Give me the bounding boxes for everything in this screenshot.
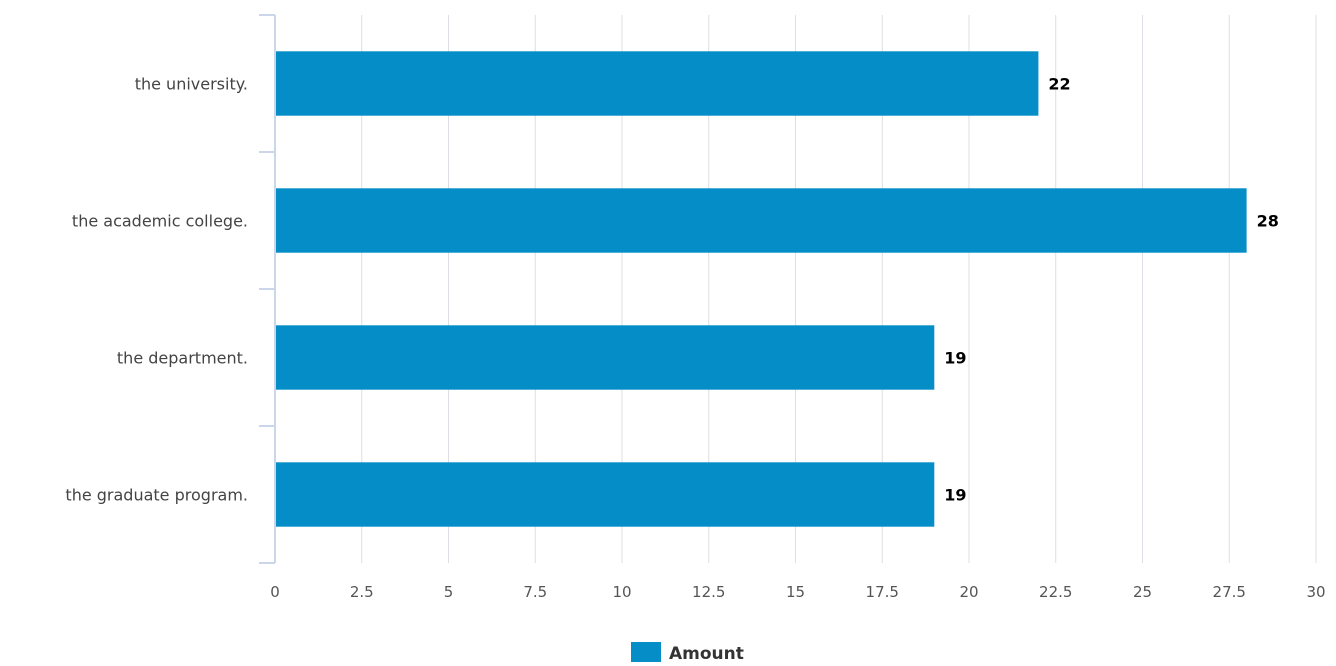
- bar[interactable]: [276, 51, 1039, 116]
- x-tick-label: 22.5: [1039, 583, 1072, 601]
- x-tick-label: 12.5: [692, 583, 725, 601]
- legend[interactable]: Amount: [631, 642, 744, 664]
- bars: [276, 51, 1247, 527]
- data-label: 22: [1048, 75, 1070, 94]
- x-tick-label: 7.5: [523, 583, 547, 601]
- category-label: the university.: [135, 75, 248, 94]
- data-label: 19: [944, 349, 966, 368]
- bar[interactable]: [276, 188, 1247, 253]
- x-tick-label: 17.5: [866, 583, 899, 601]
- x-tick-label: 2.5: [350, 583, 374, 601]
- category-label: the department.: [117, 349, 248, 368]
- bar[interactable]: [276, 325, 935, 390]
- data-label: 28: [1257, 212, 1279, 231]
- x-tick-label: 27.5: [1213, 583, 1246, 601]
- data-labels: 22 28 19 19: [944, 75, 1279, 505]
- x-tick-label: 20: [959, 583, 978, 601]
- data-label: 19: [944, 486, 966, 505]
- legend-swatch: [631, 642, 661, 662]
- x-tick-label: 15: [786, 583, 805, 601]
- y-axis: [259, 14, 276, 564]
- x-tick-label: 25: [1133, 583, 1152, 601]
- legend-label: Amount: [669, 644, 744, 662]
- category-label: the academic college.: [72, 212, 248, 231]
- bar[interactable]: [276, 462, 935, 527]
- x-tick-label: 30: [1306, 583, 1325, 601]
- x-tick-label: 10: [612, 583, 631, 601]
- category-labels: the university. the academic college. the …: [65, 75, 248, 505]
- x-tick-label: 0: [270, 583, 280, 601]
- x-tick-label: 5: [444, 583, 454, 601]
- x-axis-tick-labels: 0 2.5 5 7.5 10 12.5 15 17.5 20 22.5 25 27.5 30: [270, 583, 1325, 601]
- category-label: the graduate program.: [65, 486, 248, 505]
